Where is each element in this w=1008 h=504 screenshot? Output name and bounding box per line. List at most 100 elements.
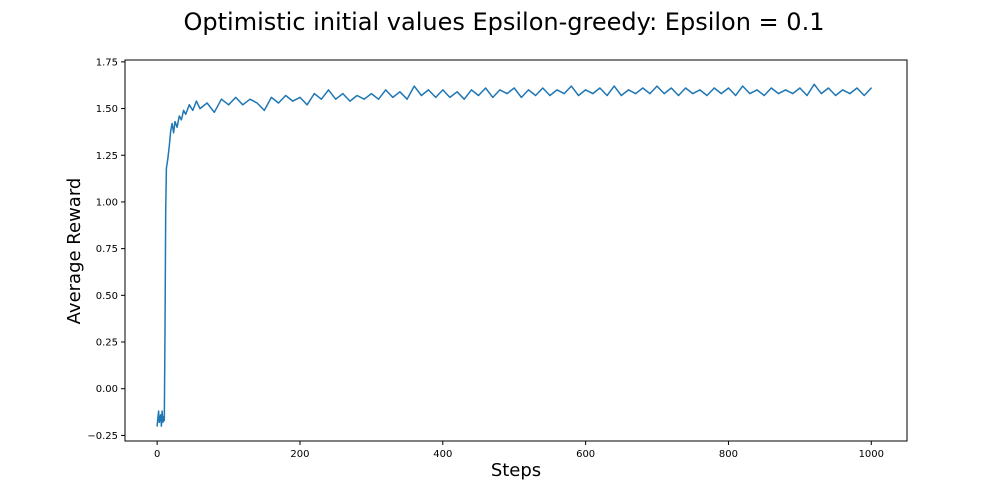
- data-point: [165, 210, 167, 212]
- data-point: [842, 89, 844, 91]
- data-point: [770, 87, 772, 89]
- data-point: [670, 87, 672, 89]
- x-tick-label: 0: [154, 449, 160, 460]
- data-point: [742, 85, 744, 87]
- data-point: [827, 87, 830, 89]
- data-point: [377, 98, 380, 100]
- data-point: [585, 89, 587, 91]
- data-point: [213, 111, 215, 113]
- data-point: [499, 89, 501, 91]
- data-point: [220, 98, 222, 100]
- data-point: [188, 104, 190, 106]
- x-axis-label: Steps: [491, 460, 541, 481]
- data-point: [763, 94, 765, 97]
- data-point: [263, 109, 265, 111]
- y-tick-label: 1.00: [96, 197, 118, 208]
- data-point: [160, 414, 162, 416]
- data-point: [806, 94, 808, 97]
- data-point: [756, 89, 758, 91]
- x-tick-label: 600: [576, 449, 595, 460]
- data-point: [456, 91, 458, 93]
- data-point: [735, 94, 737, 97]
- data-point: [613, 85, 615, 87]
- data-point: [492, 96, 494, 98]
- data-point: [158, 421, 160, 423]
- y-tick-label: 1.50: [96, 104, 118, 115]
- data-point: [162, 421, 164, 423]
- data-point: [406, 98, 408, 100]
- data-point: [235, 96, 237, 98]
- data-point: [520, 96, 523, 98]
- data-point: [164, 332, 166, 334]
- data-point: [570, 85, 572, 87]
- data-point: [506, 93, 508, 95]
- data-point: [627, 89, 630, 91]
- data-point: [549, 94, 551, 97]
- data-point: [713, 87, 715, 89]
- y-axis: −0.25 0.00 0.25 0.50 0.75 1.00 1.25 1.50 1.75: [87, 57, 125, 442]
- data-point: [174, 121, 176, 123]
- data-point: [642, 87, 644, 89]
- data-point: [870, 87, 872, 89]
- data-point: [699, 89, 701, 91]
- data-point: [427, 89, 430, 91]
- y-tick-label: 0.75: [96, 244, 118, 255]
- y-tick-label: 1.75: [96, 57, 118, 68]
- data-point: [178, 115, 180, 117]
- series-line: [156, 83, 872, 427]
- data-point: [158, 410, 160, 412]
- data-point: [606, 94, 608, 97]
- data-point: [620, 94, 622, 97]
- data-point: [199, 108, 201, 110]
- data-point: [195, 100, 197, 102]
- data-point: [228, 104, 230, 106]
- data-point: [342, 93, 344, 95]
- data-point: [327, 89, 330, 91]
- y-tick-label: 0.00: [96, 384, 118, 395]
- data-point: [320, 98, 322, 100]
- data-point: [168, 145, 170, 147]
- data-point: [727, 87, 730, 89]
- data-point: [163, 416, 165, 418]
- y-axis-label: Average Reward: [64, 178, 85, 325]
- x-tick-label: 1000: [859, 449, 884, 460]
- data-point: [170, 130, 172, 132]
- data-point: [849, 93, 851, 95]
- data-point: [299, 96, 301, 98]
- data-point: [542, 87, 544, 89]
- data-point: [399, 91, 401, 93]
- data-point: [370, 93, 372, 95]
- x-tick-label: 400: [433, 449, 452, 460]
- data-point: [513, 87, 515, 89]
- data-point: [173, 132, 175, 134]
- data-point: [163, 419, 165, 422]
- data-point: [856, 87, 858, 89]
- data-point: [285, 94, 287, 97]
- data-point: [165, 167, 167, 169]
- data-point: [249, 98, 251, 100]
- data-point: [720, 93, 722, 95]
- data-point: [192, 109, 194, 111]
- data-point: [656, 85, 658, 87]
- data-point: [820, 93, 822, 95]
- data-point: [183, 109, 185, 111]
- x-axis: 0 200 400 600 800 1000: [154, 441, 884, 460]
- data-point: [777, 93, 780, 95]
- data-point: [835, 94, 837, 97]
- data-point: [792, 93, 794, 95]
- data-point: [171, 122, 173, 125]
- data-point: [385, 89, 387, 91]
- data-point: [161, 410, 163, 412]
- data-point: [442, 89, 444, 91]
- data-point: [356, 94, 358, 97]
- data-point: [535, 94, 537, 97]
- data-point: [477, 94, 480, 97]
- data-point: [313, 93, 315, 95]
- data-point: [306, 104, 308, 106]
- data-point: [242, 104, 244, 106]
- data-point: [692, 93, 694, 95]
- y-tick-label: 0.25: [96, 338, 118, 349]
- data-point: [256, 102, 258, 104]
- data-point: [863, 94, 865, 97]
